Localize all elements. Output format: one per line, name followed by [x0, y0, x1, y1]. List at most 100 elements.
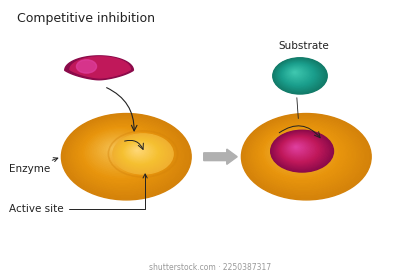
Circle shape — [273, 58, 327, 94]
Circle shape — [119, 138, 163, 167]
Circle shape — [286, 67, 307, 80]
Circle shape — [274, 59, 325, 93]
Circle shape — [278, 61, 320, 89]
Circle shape — [279, 62, 318, 88]
Circle shape — [123, 140, 159, 164]
Circle shape — [131, 146, 145, 155]
Circle shape — [100, 139, 134, 162]
Circle shape — [116, 136, 170, 172]
Circle shape — [252, 120, 356, 190]
Circle shape — [68, 118, 181, 193]
Circle shape — [289, 143, 306, 154]
Circle shape — [241, 113, 371, 200]
Circle shape — [264, 129, 337, 178]
Circle shape — [123, 141, 158, 164]
Circle shape — [280, 63, 316, 87]
Circle shape — [86, 130, 155, 176]
Circle shape — [63, 115, 189, 198]
Circle shape — [276, 60, 322, 90]
Circle shape — [291, 147, 296, 150]
Circle shape — [293, 71, 297, 74]
Circle shape — [110, 146, 118, 151]
Circle shape — [121, 139, 161, 166]
Circle shape — [98, 138, 136, 164]
Text: Competitive inhibition: Competitive inhibition — [18, 12, 155, 25]
Circle shape — [291, 70, 299, 75]
Circle shape — [269, 132, 330, 172]
Circle shape — [126, 143, 152, 160]
Circle shape — [281, 64, 314, 85]
Circle shape — [271, 130, 333, 172]
Circle shape — [75, 123, 171, 186]
Circle shape — [288, 145, 301, 153]
Circle shape — [125, 142, 155, 162]
Circle shape — [84, 129, 158, 178]
Circle shape — [67, 117, 184, 195]
Circle shape — [284, 66, 310, 82]
Circle shape — [285, 142, 306, 157]
Circle shape — [248, 118, 361, 193]
Circle shape — [283, 65, 312, 84]
Circle shape — [290, 69, 301, 77]
Circle shape — [280, 136, 320, 163]
Circle shape — [74, 122, 173, 188]
Circle shape — [284, 139, 313, 159]
Circle shape — [283, 141, 309, 158]
Circle shape — [89, 132, 150, 172]
Circle shape — [91, 133, 147, 171]
Circle shape — [134, 148, 142, 153]
Circle shape — [259, 125, 345, 183]
Circle shape — [133, 147, 143, 154]
Circle shape — [294, 146, 298, 149]
Circle shape — [131, 146, 147, 156]
Circle shape — [285, 140, 312, 158]
Text: shutterstock.com · 2250387317: shutterstock.com · 2250387317 — [149, 263, 271, 272]
Circle shape — [281, 140, 312, 160]
Circle shape — [282, 64, 313, 85]
Circle shape — [108, 145, 121, 153]
Circle shape — [118, 137, 166, 169]
Circle shape — [273, 131, 331, 170]
Circle shape — [106, 143, 123, 155]
Circle shape — [275, 133, 327, 168]
Circle shape — [120, 139, 162, 167]
Circle shape — [283, 139, 315, 160]
Circle shape — [245, 116, 366, 197]
Circle shape — [134, 148, 141, 152]
Circle shape — [290, 143, 304, 153]
Circle shape — [268, 131, 332, 174]
Circle shape — [262, 127, 340, 179]
Circle shape — [112, 147, 116, 150]
Circle shape — [255, 123, 350, 186]
FancyArrow shape — [204, 149, 237, 164]
Circle shape — [276, 134, 325, 166]
Circle shape — [286, 143, 304, 155]
Circle shape — [293, 145, 299, 150]
Circle shape — [277, 135, 323, 165]
Circle shape — [96, 137, 139, 165]
Circle shape — [294, 72, 296, 73]
Circle shape — [70, 119, 178, 191]
Polygon shape — [65, 56, 134, 80]
Circle shape — [292, 145, 301, 150]
Circle shape — [265, 130, 335, 176]
Circle shape — [281, 137, 317, 161]
Circle shape — [101, 140, 131, 160]
Circle shape — [278, 138, 317, 164]
Circle shape — [276, 134, 326, 167]
Circle shape — [278, 135, 322, 165]
Circle shape — [272, 131, 332, 171]
Circle shape — [92, 134, 144, 169]
Circle shape — [130, 145, 148, 157]
Text: Active site: Active site — [9, 174, 147, 214]
Circle shape — [290, 146, 299, 151]
Circle shape — [82, 127, 160, 179]
Circle shape — [105, 142, 126, 157]
Text: Enzyme: Enzyme — [9, 158, 58, 174]
Circle shape — [286, 140, 311, 157]
Circle shape — [87, 131, 152, 174]
Circle shape — [287, 141, 308, 155]
Circle shape — [274, 132, 328, 169]
Circle shape — [275, 59, 324, 92]
Circle shape — [254, 122, 353, 188]
